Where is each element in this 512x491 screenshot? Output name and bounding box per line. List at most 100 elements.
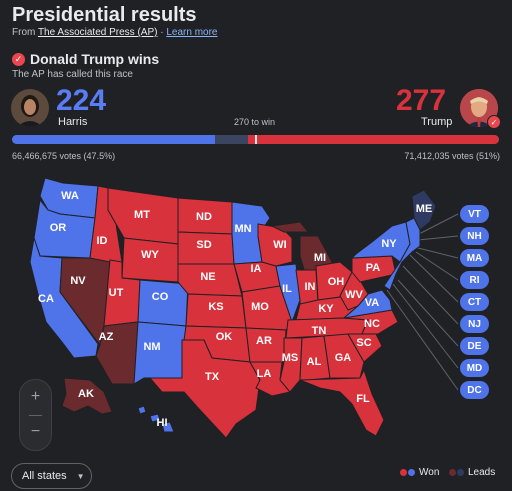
trump-avatar: [460, 89, 498, 127]
called-text: The AP has called this race: [12, 69, 133, 80]
small-state-MD[interactable]: MD: [460, 359, 489, 377]
zoom-control: + −: [19, 379, 52, 451]
state-label-CA: CA: [38, 293, 54, 305]
trump-electoral-votes: 277: [396, 84, 447, 117]
state-label-OH: OH: [328, 276, 345, 288]
state-label-MN: MN: [234, 223, 251, 235]
source-link[interactable]: The Associated Press (AP): [37, 27, 158, 38]
legend-won: Won: [400, 467, 439, 478]
state-label-NY: NY: [381, 238, 397, 250]
winner-banner: ✓ Donald Trump wins: [12, 51, 159, 67]
state-AK: [61, 377, 113, 415]
harris-avatar: [11, 89, 49, 127]
state-label-LA: LA: [257, 368, 272, 380]
source-prefix: From: [12, 27, 36, 38]
legend-rep-won-dot: [400, 469, 407, 476]
small-state-NJ[interactable]: NJ: [460, 315, 489, 333]
state-label-SD: SD: [196, 239, 211, 251]
winner-text: Donald Trump wins: [30, 51, 160, 67]
state-label-KS: KS: [208, 301, 223, 313]
state-label-NE: NE: [200, 271, 215, 283]
state-label-IL: IL: [282, 283, 292, 295]
source-line: From The Associated Press (AP) · Learn m…: [12, 27, 218, 38]
zoom-in-button[interactable]: +: [30, 388, 41, 405]
harris-bar-fill: [12, 135, 215, 144]
legend-leads: Leads: [449, 467, 495, 478]
state-label-AR: AR: [256, 335, 272, 347]
learn-more-link[interactable]: Learn more: [166, 27, 218, 38]
harris-popular-vote: 66,466,675 votes (47.5%): [12, 151, 116, 161]
state-label-HI: HI: [157, 417, 168, 429]
state-FL: [299, 368, 385, 437]
state-label-NM: NM: [143, 341, 160, 353]
legend-leads-label: Leads: [468, 467, 496, 478]
page-title: Presidential results: [12, 4, 197, 26]
state-CO: [137, 279, 189, 327]
state-label-MT: MT: [134, 209, 150, 221]
state-HI: [137, 405, 175, 433]
state-LA: [249, 361, 291, 397]
state-label-NC: NC: [364, 318, 380, 330]
small-state-NH[interactable]: NH: [460, 227, 489, 245]
state-label-PA: PA: [366, 262, 381, 274]
threshold-label: 270 to win: [234, 117, 276, 127]
connector-lines: [386, 213, 459, 391]
state-label-CO: CO: [152, 291, 169, 303]
state-label-WA: WA: [61, 190, 79, 202]
state-label-ME: ME: [416, 203, 433, 215]
state-label-MI: MI: [314, 252, 326, 264]
harris-electoral-votes: 224: [56, 84, 107, 117]
state-label-OK: OK: [216, 331, 233, 343]
threshold-marker: [255, 135, 258, 144]
state-label-IA: IA: [251, 263, 262, 275]
state-label-GA: GA: [335, 352, 352, 364]
check-icon: ✓: [12, 52, 25, 66]
state-label-VA: VA: [365, 297, 380, 309]
small-state-DE[interactable]: DE: [460, 337, 489, 355]
state-label-FL: FL: [356, 393, 370, 405]
state-label-IN: IN: [305, 281, 316, 293]
legend-dem-won-dot: [408, 469, 415, 476]
electoral-vote-bar: [12, 135, 499, 144]
state-label-SC: SC: [356, 337, 371, 349]
state-label-WV: WV: [345, 289, 363, 301]
state-label-NV: NV: [70, 275, 86, 287]
state-IL: [275, 263, 301, 324]
state-filter-dropdown[interactable]: All states ▼: [11, 463, 92, 489]
caret-down-icon: ▼: [76, 471, 85, 481]
small-state-MA[interactable]: MA: [460, 249, 489, 267]
trump-name: Trump: [421, 116, 453, 128]
small-state-CT[interactable]: CT: [460, 293, 489, 311]
state-label-MO: MO: [251, 301, 269, 313]
small-state-RI[interactable]: RI: [460, 271, 489, 289]
winner-check-icon: ✓: [487, 115, 501, 129]
trump-popular-vote: 71,412,035 votes (51%): [404, 151, 500, 161]
uncalled-bar-fill: [214, 135, 249, 144]
state-label-AZ: AZ: [99, 331, 114, 343]
legend-won-label: Won: [419, 467, 440, 478]
state-label-WI: WI: [273, 239, 286, 251]
trump-bar-fill: [248, 135, 499, 144]
state-label-ND: ND: [196, 211, 212, 223]
small-state-DC[interactable]: DC: [460, 381, 489, 399]
state-label-AL: AL: [307, 356, 322, 368]
state-label-KY: KY: [318, 303, 334, 315]
state-NM: [133, 321, 187, 385]
state-label-MS: MS: [282, 352, 299, 364]
state-label-AK: AK: [78, 388, 94, 400]
legend-rep-lead-dot: [449, 469, 456, 476]
state-label-ID: ID: [97, 235, 108, 247]
legend-dem-lead-dot: [457, 469, 464, 476]
zoom-out-button[interactable]: −: [30, 423, 41, 440]
zoom-divider: [29, 415, 42, 416]
state-NE-small: [383, 217, 421, 291]
state-label-WY: WY: [141, 249, 159, 261]
small-state-VT[interactable]: VT: [460, 205, 489, 223]
state-label-OR: OR: [50, 222, 67, 234]
state-label-UT: UT: [109, 287, 124, 299]
state-label-TX: TX: [205, 371, 220, 383]
harris-name: Harris: [58, 116, 88, 128]
state-label-TN: TN: [312, 325, 327, 337]
state-TX: [148, 339, 261, 439]
